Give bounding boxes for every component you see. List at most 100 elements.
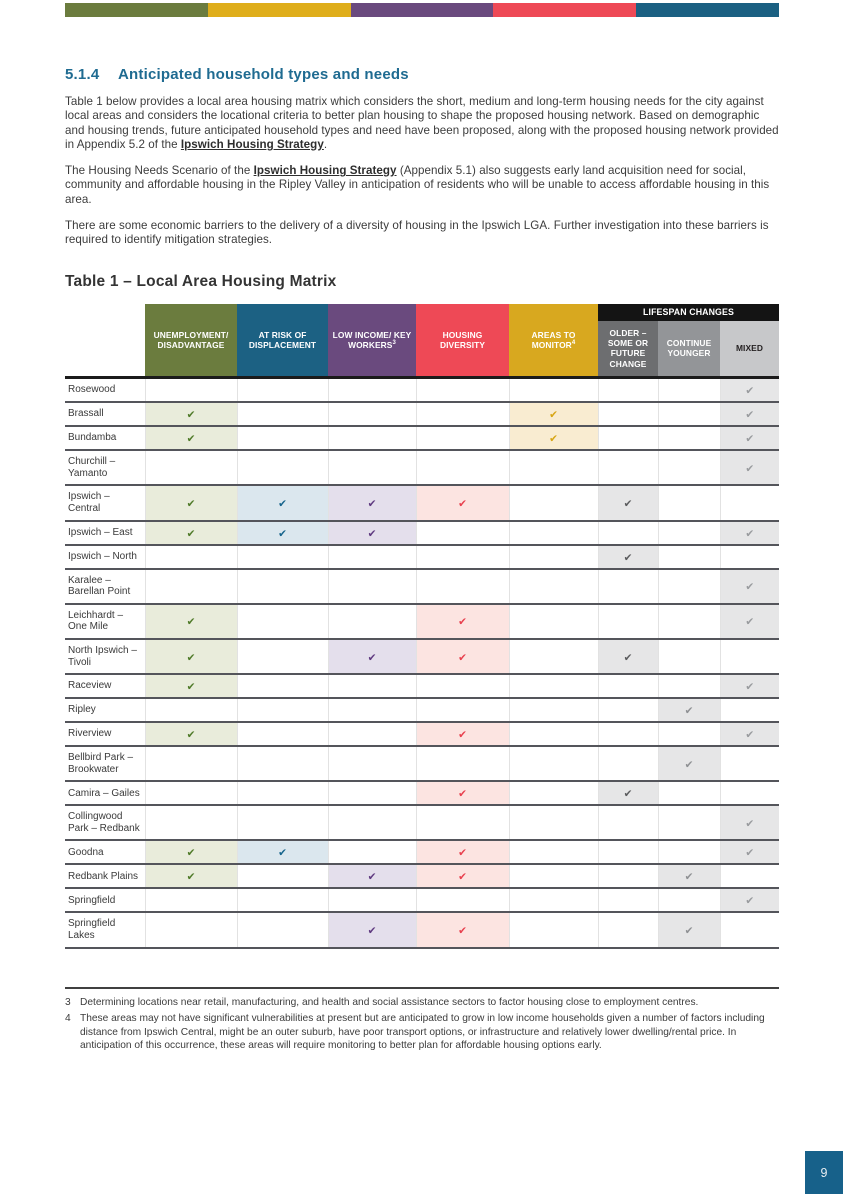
row-label: Ipswich – Central xyxy=(68,491,110,514)
cell-mixed: ✔ xyxy=(719,722,779,747)
paragraph-1: Table 1 below provides a local area hous… xyxy=(65,95,779,152)
row-label: Camira – Gailes xyxy=(68,787,140,799)
table-row: Goodna ✔ ✔ ✔ ✔ xyxy=(65,840,779,865)
cell-displacement xyxy=(236,805,328,841)
cell-low_income: ✔ xyxy=(327,638,416,675)
cell-older xyxy=(597,603,658,639)
cell-older xyxy=(597,674,658,699)
paragraph-3: There are some economic barriers to the … xyxy=(65,219,769,247)
page-number-badge: 9 xyxy=(805,1151,843,1194)
column-header-younger: CONTINUE YOUNGER xyxy=(658,320,720,378)
cell-unemployment xyxy=(144,544,237,569)
row-label: Springfield xyxy=(68,894,116,906)
top-bar xyxy=(65,3,779,17)
row-label: Rosewood xyxy=(68,384,116,396)
check-icon: ✔ xyxy=(186,681,196,694)
row-label: Ipswich – North xyxy=(68,550,137,562)
column-header-older: OLDER – SOME OR FUTURE CHANGE xyxy=(598,320,658,378)
cell-mixed xyxy=(719,544,779,569)
cell-younger xyxy=(657,485,720,521)
cell-displacement xyxy=(236,426,328,451)
column-header-label: AT RISK OF DISPLACEMENT xyxy=(248,329,317,350)
row-label: Collingwood Park – Redbank xyxy=(68,811,140,834)
cell-diversity xyxy=(415,426,509,451)
section-heading: 5.1.4 Anticipated household types and nee… xyxy=(65,66,779,83)
cell-unemployment: ✔ xyxy=(144,840,237,865)
footnotes: 3 Determining locations near retail, manu… xyxy=(65,996,779,1053)
cell-displacement xyxy=(236,402,328,427)
cell-younger xyxy=(657,805,720,841)
cell-older: ✔ xyxy=(597,544,658,569)
housing-strategy-link-2[interactable]: Ipswich Housing Strategy xyxy=(253,164,397,178)
cell-low_income xyxy=(327,746,416,782)
cell-older xyxy=(597,805,658,841)
cell-unemployment: ✔ xyxy=(144,864,237,889)
paragraph-2-text: The Housing Needs Scenario of the xyxy=(65,164,254,178)
cell-displacement xyxy=(236,603,328,639)
section-number: 5.1.4 xyxy=(65,66,100,83)
footnote-number: 4 xyxy=(65,1013,71,1025)
cell-younger xyxy=(657,722,720,747)
table-title: Table 1 – Local Area Housing Matrix xyxy=(65,272,337,290)
cell-older xyxy=(597,520,658,545)
cell-mixed: ✔ xyxy=(719,520,779,545)
cell-mixed: ✔ xyxy=(719,805,779,841)
cell-older xyxy=(597,912,658,948)
column-header-label: AREAS TO MONITOR xyxy=(531,329,576,350)
cell-older xyxy=(597,722,658,747)
cell-monitor xyxy=(508,450,598,486)
check-icon: ✔ xyxy=(745,385,755,398)
cell-younger xyxy=(657,568,720,604)
row-label: Bundamba xyxy=(68,432,117,444)
cell-unemployment: ✔ xyxy=(144,426,237,451)
check-icon: ✔ xyxy=(623,651,633,664)
check-icon: ✔ xyxy=(549,433,558,446)
cell-diversity: ✔ xyxy=(415,485,509,521)
cell-displacement xyxy=(236,638,328,675)
cell-older: ✔ xyxy=(597,638,658,675)
row-label: Goodna xyxy=(68,846,104,858)
column-header-label: OLDER – SOME OR FUTURE CHANGE xyxy=(607,327,649,369)
check-icon: ✔ xyxy=(186,651,196,664)
cell-monitor xyxy=(508,698,598,723)
cell-diversity: ✔ xyxy=(415,722,509,747)
cell-mixed xyxy=(719,864,779,889)
cell-monitor xyxy=(508,864,598,889)
column-header-displacement: AT RISK OF DISPLACEMENT xyxy=(237,303,328,378)
cell-low_income xyxy=(327,450,416,486)
cell-mixed: ✔ xyxy=(719,674,779,699)
check-icon: ✔ xyxy=(458,616,467,629)
cell-younger xyxy=(657,888,720,913)
cell-older xyxy=(597,888,658,913)
cell-older: ✔ xyxy=(597,781,658,806)
cell-unemployment xyxy=(144,912,237,948)
cell-diversity xyxy=(415,450,509,486)
cell-older xyxy=(597,402,658,427)
check-icon: ✔ xyxy=(458,651,467,664)
cell-mixed: ✔ xyxy=(719,840,779,865)
paragraph-2-end: (Appendix 5.1) also suggests early land … xyxy=(65,164,770,206)
cell-diversity xyxy=(415,402,509,427)
cell-older xyxy=(597,377,658,403)
cell-unemployment: ✔ xyxy=(144,603,237,639)
check-icon: ✔ xyxy=(745,433,755,446)
cell-younger xyxy=(657,402,720,427)
column-header-diversity: HOUSING DIVERSITY xyxy=(416,303,509,378)
cell-mixed: ✔ xyxy=(719,377,779,403)
cell-younger xyxy=(657,840,720,865)
cell-unemployment xyxy=(144,698,237,723)
cell-displacement xyxy=(236,722,328,747)
cell-younger xyxy=(657,544,720,569)
check-icon: ✔ xyxy=(458,788,467,801)
housing-strategy-link-1[interactable]: Ipswich Housing Strategy xyxy=(180,137,324,151)
cell-monitor: ✔ xyxy=(508,426,598,451)
table-row: Bellbird Park – Brookwater ✔ xyxy=(65,746,779,782)
cell-younger xyxy=(657,520,720,545)
check-icon: ✔ xyxy=(367,497,377,510)
cell-mixed: ✔ xyxy=(719,603,779,639)
page-number: 9 xyxy=(820,1165,828,1180)
check-icon: ✔ xyxy=(458,871,467,884)
row-label: Springfield Lakes xyxy=(68,918,116,942)
cell-diversity: ✔ xyxy=(415,781,509,806)
table-row: Springfield ✔ xyxy=(65,888,779,913)
